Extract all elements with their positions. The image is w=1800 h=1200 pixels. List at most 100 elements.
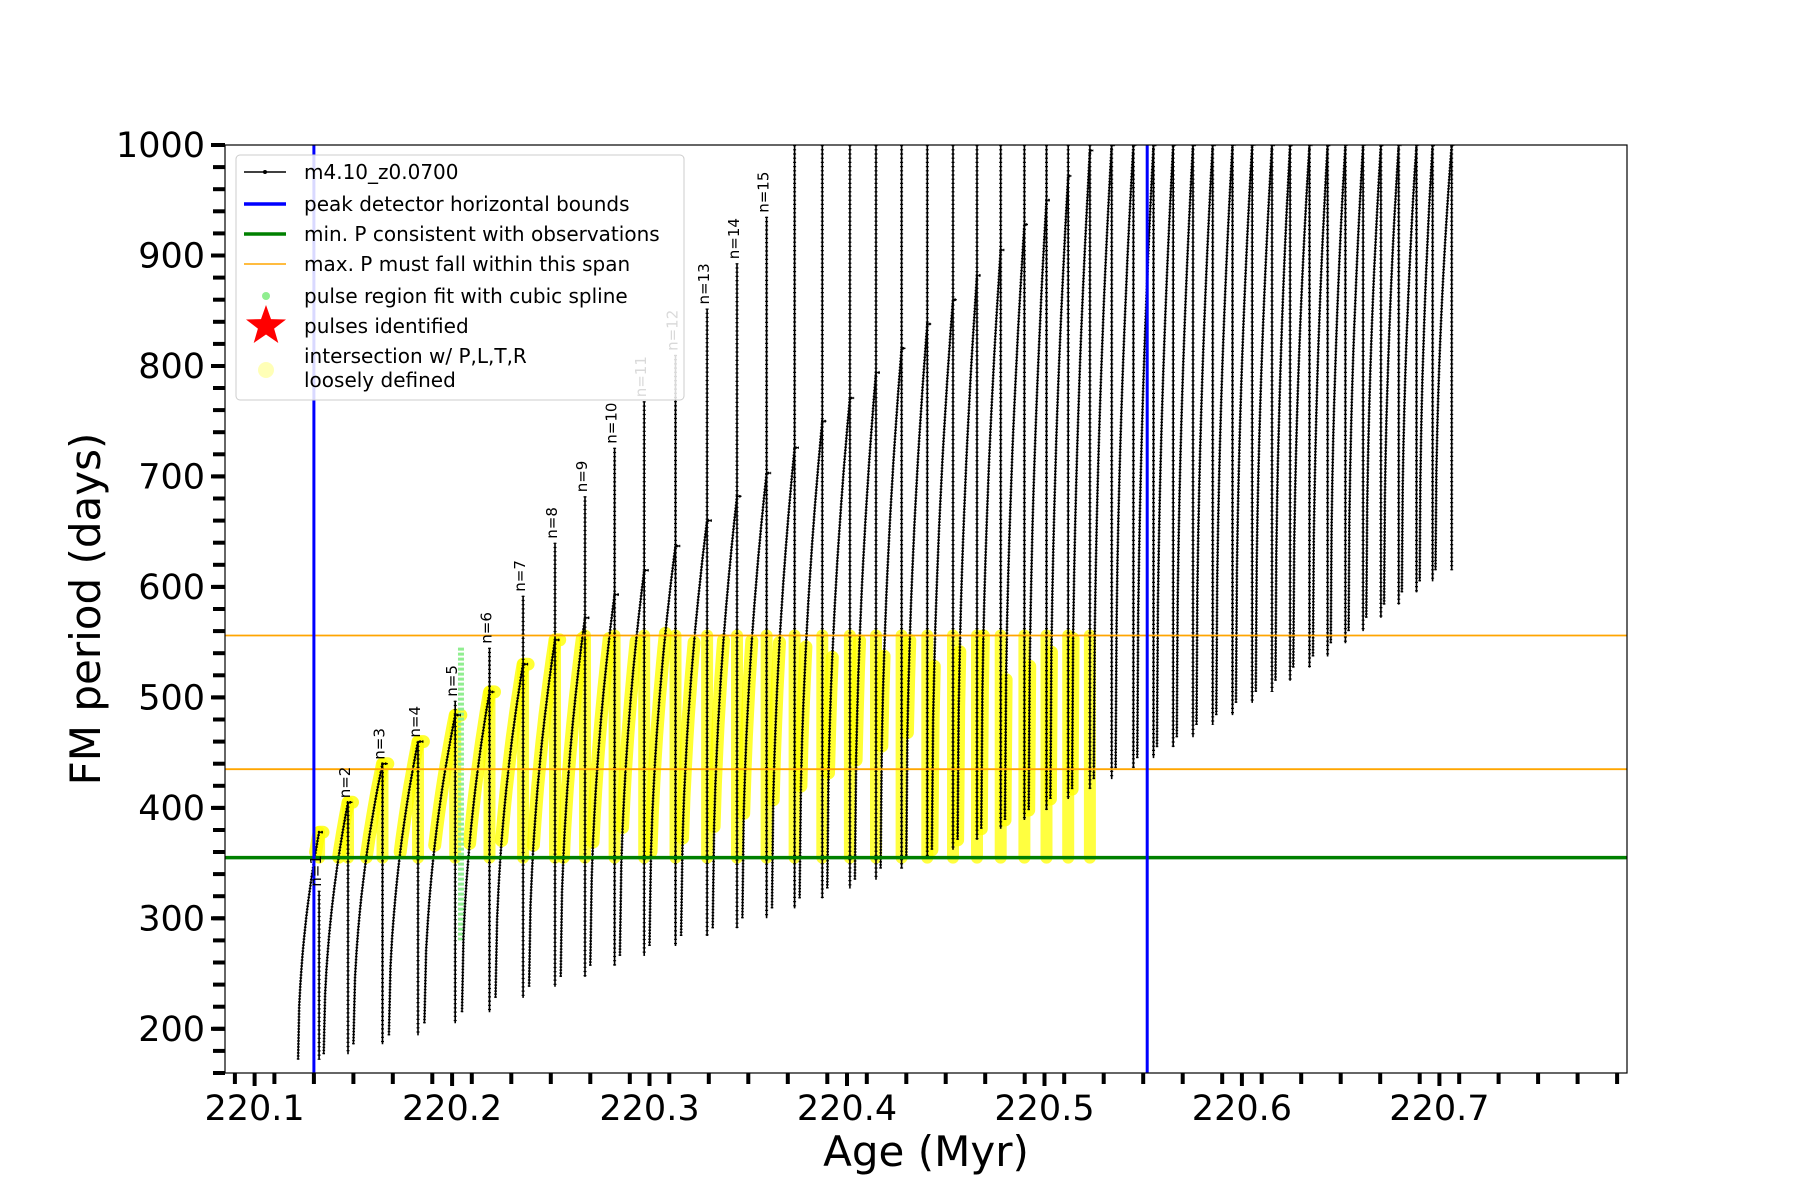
model-curve: [741, 472, 772, 919]
model-curve: [826, 397, 855, 889]
legend-label: m4.10_z0.0700: [304, 160, 459, 184]
legend-frame: [235, 154, 685, 401]
model-curve: [980, 249, 1005, 829]
model-curve: [771, 447, 799, 909]
model-curve: [1071, 149, 1094, 790]
model-curve: [352, 763, 388, 1045]
pulse-label: n=9: [573, 461, 591, 493]
model-curve: [1401, 145, 1420, 593]
y-tick-label: 700: [138, 457, 205, 497]
model-curve: [560, 617, 590, 977]
model-curve: [1049, 175, 1072, 800]
legend-label: min. P consistent with observations: [304, 222, 660, 246]
y-tick-label: 600: [138, 568, 205, 608]
y-axis-title: FM period (days): [61, 433, 110, 786]
model-curve: [423, 714, 461, 1024]
model-curve: [1274, 145, 1293, 681]
model-curve: [1365, 145, 1384, 618]
model-curve: [1419, 145, 1435, 582]
model-curve: [619, 569, 649, 956]
model-curve: [1156, 145, 1177, 748]
model-curve: [648, 545, 681, 947]
y-tick-label: 200: [138, 1010, 205, 1050]
legend-swatch: [262, 292, 270, 300]
legend-item-max_p: max. P must fall within this span: [244, 252, 630, 276]
model-curve: [1347, 145, 1366, 632]
pulse-label: n=6: [478, 612, 496, 644]
pulse-label: n=13: [695, 263, 713, 304]
plot-area: n=1n=2n=3n=4n=5n=6n=7n=8n=9n=10n=11n=12n…: [224, 144, 1628, 1074]
x-axis: 220.1 220.2 220.3 220.4 220.5 220.6 220.7: [204, 1073, 1620, 1129]
model-curve: [1093, 145, 1115, 780]
y-tick-label: 1000: [116, 126, 205, 166]
legend-swatch: [258, 362, 274, 378]
model-curve: [1114, 145, 1137, 769]
pulse-label: n=15: [755, 172, 773, 213]
pulse-label: n=3: [371, 728, 389, 760]
legend-label: peak detector horizontal bounds: [304, 192, 630, 216]
x-tick-label: 220.7: [1389, 1089, 1489, 1129]
x-tick-label: 220.3: [599, 1089, 699, 1129]
model-curve: [1292, 145, 1313, 668]
model-curve: [712, 495, 742, 929]
y-tick-label: 800: [138, 347, 205, 387]
model-curve: [1215, 145, 1236, 716]
model-curve: [956, 274, 981, 840]
legend-swatch: [263, 170, 267, 174]
model-curve: [1028, 199, 1050, 811]
y-tick-label: 300: [138, 899, 205, 939]
x-tick-label: 220.5: [994, 1089, 1094, 1129]
pulse-label: n=1: [307, 855, 325, 887]
legend-label: loosely defined: [304, 368, 456, 392]
y-tick-label: 400: [138, 789, 205, 829]
legend-item-model: m4.10_z0.0700: [244, 160, 459, 184]
model-curve: [680, 519, 712, 937]
model-curve: [323, 801, 353, 1055]
pulse-label: n=2: [336, 767, 354, 799]
legend-item-min_p: min. P consistent with observations: [244, 222, 660, 246]
y-axis: 200 300 400 500 600 700 800 900 1000: [116, 126, 225, 1075]
y-tick-label: 900: [138, 237, 205, 277]
model-curve: [1383, 145, 1402, 605]
model-curve: [1235, 145, 1256, 703]
model-curve: [1312, 145, 1331, 657]
model-curve: [931, 299, 957, 850]
model-curve: [1195, 145, 1216, 726]
x-tick-label: 220.2: [402, 1089, 502, 1129]
model-curve: [1330, 145, 1348, 644]
x-tick-label: 220.1: [204, 1089, 304, 1129]
pulse-label: n=7: [511, 560, 529, 592]
model-curve: [388, 740, 424, 1036]
model-curve: [798, 420, 827, 899]
x-tick-label: 220.6: [1192, 1089, 1292, 1129]
model-curve: [854, 371, 880, 880]
pulse-label: n=4: [406, 706, 424, 738]
model-curve: [1004, 223, 1028, 821]
pulse-label: n=10: [603, 403, 621, 444]
model-curve: [879, 347, 906, 869]
pulse-label: n=5: [443, 665, 461, 697]
model-curve: [589, 593, 619, 966]
x-axis-title: Age (Myr): [823, 1127, 1029, 1176]
x-tick-label: 220.4: [797, 1089, 897, 1129]
y-tick-label: 500: [138, 678, 205, 718]
legend-label: max. P must fall within this span: [304, 252, 630, 276]
model-curve: [297, 831, 323, 1060]
legend-item-peak_bounds: peak detector horizontal bounds: [244, 192, 630, 216]
model-curve: [1434, 145, 1455, 571]
model-curve: [461, 691, 495, 1013]
legend-swatch: [246, 305, 286, 343]
legend-label: intersection w/ P,L,T,R: [304, 344, 527, 368]
model-curve: [1255, 145, 1275, 692]
legend-item-pulses: pulses identified: [246, 305, 469, 343]
pulse-label: n=14: [725, 218, 743, 259]
pulse-label: n=8: [543, 507, 561, 539]
legend-label: pulse region fit with cubic spline: [304, 284, 628, 308]
model-curve: [528, 639, 560, 987]
legend-item-spline: pulse region fit with cubic spline: [262, 284, 628, 308]
legend-label: pulses identified: [304, 314, 469, 338]
model-curve: [1176, 145, 1196, 738]
